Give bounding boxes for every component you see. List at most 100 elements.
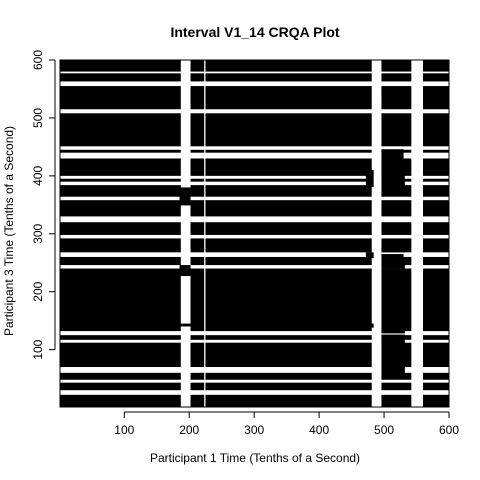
recurrence-block: [60, 394, 181, 407]
x-tick-label: 100: [114, 423, 134, 437]
recurrence-block: [423, 149, 449, 153]
recurrence-block: [190, 335, 205, 340]
recurrence-block: [423, 86, 449, 110]
recurrence-block: [205, 238, 372, 253]
plot-border: [59, 59, 450, 408]
recurrence-block: [60, 372, 181, 380]
y-tick-label: 600: [31, 50, 45, 70]
x-tick-label: 600: [439, 423, 459, 437]
recurrence-block: [205, 73, 372, 82]
recurrence-sub-block: [365, 252, 374, 259]
recurrence-sub-block: [381, 149, 404, 167]
y-tick-label: 400: [31, 166, 45, 186]
recurrence-block: [205, 200, 372, 217]
y-tick-label: 300: [31, 223, 45, 243]
y-axis: 100 200 300 400 500 600: [31, 50, 56, 360]
recurrence-block: [205, 256, 372, 266]
recurrence-block: [381, 113, 412, 147]
recurrence-block: [190, 200, 205, 217]
recurrence-block: [205, 372, 372, 380]
recurrence-block: [423, 200, 449, 217]
recurrence-block: [190, 382, 205, 391]
recurrence-block: [60, 73, 181, 82]
recurrence-block: [423, 372, 449, 380]
recurrence-block: [190, 185, 205, 197]
recurrence-block: [190, 60, 205, 72]
recurrence-block: [423, 342, 449, 368]
recurrence-block: [205, 342, 372, 368]
recurrence-block: [205, 335, 372, 340]
recurrence-block: [60, 256, 181, 266]
chart-title: Interval V1_14 CRQA Plot: [170, 24, 339, 40]
recurrence-block: [190, 372, 205, 380]
recurrence-block: [60, 382, 181, 391]
recurrence-block: [190, 86, 205, 110]
recurrence-block: [423, 185, 449, 197]
recurrence-block: [190, 342, 205, 368]
recurrence-block: [60, 268, 181, 332]
recurrence-sub-block: [381, 170, 405, 187]
x-tick-label: 400: [309, 423, 329, 437]
recurrence-block: [205, 268, 372, 332]
recurrence-block: [423, 222, 449, 235]
recurrence-block: [60, 200, 181, 217]
recurrence-block: [381, 256, 412, 266]
recurrence-block: [423, 60, 449, 72]
recurrence-block: [60, 149, 181, 153]
recurrence-block: [381, 372, 412, 380]
recurrence-block: [381, 382, 412, 391]
recurrence-blocks: [60, 60, 449, 407]
recurrence-block: [60, 335, 181, 340]
recurrence-block: [205, 394, 372, 407]
recurrence-block: [205, 149, 372, 153]
recurrence-block: [190, 394, 205, 407]
recurrence-block: [205, 185, 372, 197]
recurrence-block: [190, 113, 205, 147]
y-tick-label: 200: [31, 281, 45, 301]
recurrence-sub-block: [179, 323, 191, 327]
recurrence-block: [423, 158, 449, 176]
recurrence-block: [190, 158, 205, 176]
recurrence-sub-block: [179, 187, 191, 206]
recurrence-block: [190, 178, 205, 182]
y-tick-label: 100: [31, 339, 45, 359]
recurrence-sub-block: [381, 254, 404, 259]
recurrence-block: [423, 394, 449, 407]
recurrence-block: [381, 268, 412, 332]
recurrence-sub-block: [365, 170, 374, 187]
recurrence-block: [190, 256, 205, 266]
recurrence-block: [205, 113, 372, 147]
recurrence-block: [60, 86, 181, 110]
recurrence-block: [423, 335, 449, 340]
recurrence-block: [60, 222, 181, 235]
y-axis-label: Participant 3 Time (Tenths of a Second): [2, 126, 16, 336]
recurrence-sub-block: [381, 334, 405, 346]
recurrence-sub-block: [381, 246, 405, 253]
recurrence-block: [423, 238, 449, 253]
recurrence-block: [205, 158, 372, 176]
recurrence-block: [60, 113, 181, 147]
recurrence-block: [381, 342, 412, 368]
recurrence-block: [423, 268, 449, 332]
recurrence-block: [190, 268, 205, 332]
recurrence-block: [205, 60, 372, 72]
recurrence-block: [381, 60, 412, 72]
recurrence-block: [205, 86, 372, 110]
recurrence-sub-block: [381, 364, 405, 376]
recurrence-block: [423, 113, 449, 147]
recurrence-block: [381, 73, 412, 82]
recurrence-block: [190, 222, 205, 235]
x-axis-label: Participant 1 Time (Tenths of a Second): [150, 451, 360, 465]
recurrence-block: [423, 382, 449, 391]
recurrence-block: [423, 73, 449, 82]
recurrence-block: [60, 178, 181, 182]
recurrence-sub-block: [179, 265, 191, 277]
recurrence-block: [60, 342, 181, 368]
recurrence-block: [60, 158, 181, 176]
recurrence-block: [423, 256, 449, 266]
recurrence-block: [60, 238, 181, 253]
recurrence-block: [423, 178, 449, 182]
x-axis: 100 200 300 400 500 600: [114, 411, 459, 437]
recurrence-sub-block: [381, 329, 405, 334]
recurrence-block: [190, 73, 205, 82]
